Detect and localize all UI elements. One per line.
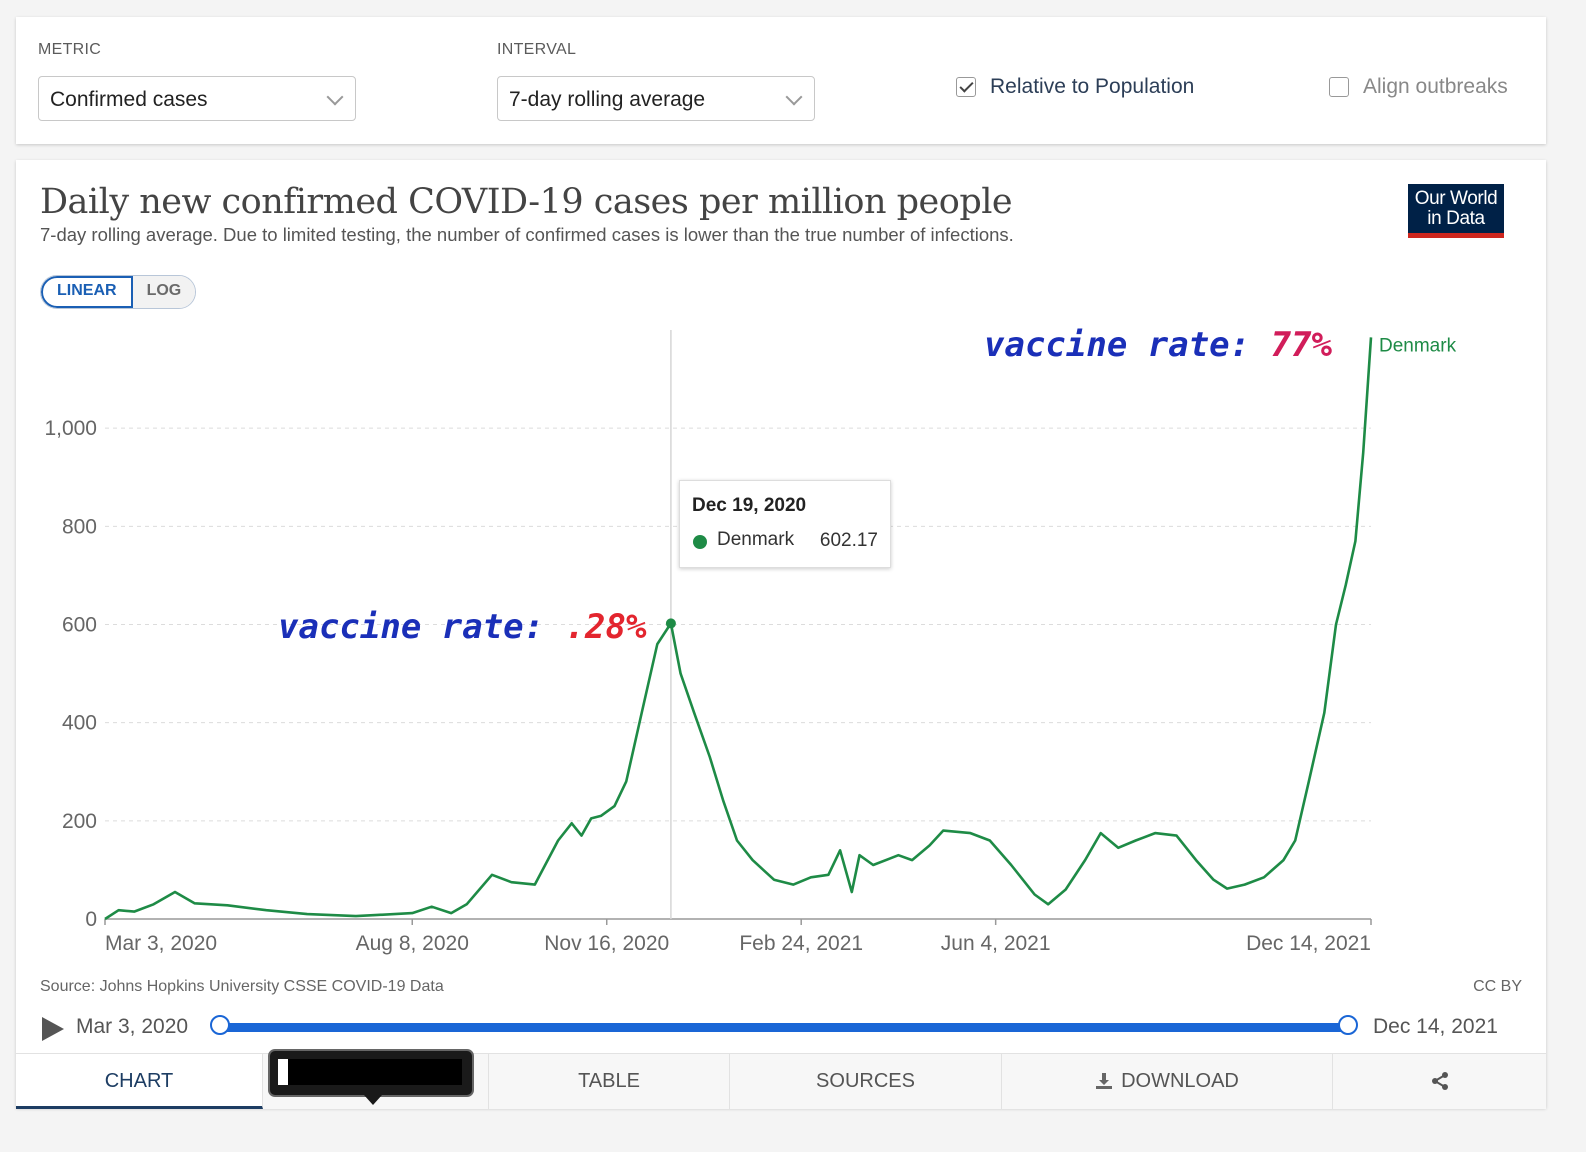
annotation-early-value: .28% (565, 607, 647, 647)
y-tick-label: 800 (62, 515, 97, 538)
source-note: Source: Johns Hopkins University CSSE CO… (40, 978, 444, 995)
tab-download[interactable]: DOWNLOAD (1002, 1054, 1333, 1109)
y-tick-label: 1,000 (44, 417, 97, 440)
timeline-end-handle[interactable] (1338, 1015, 1358, 1035)
overlay-pointer (364, 1095, 382, 1105)
y-tick-label: 600 (62, 614, 97, 637)
interval-select-value: 7-day rolling average (509, 88, 706, 111)
y-tick-label: 0 (85, 908, 97, 931)
checkbox-checked-icon[interactable] (956, 77, 976, 97)
chart-title: Daily new confirmed COVID-19 cases per m… (40, 182, 1013, 222)
log-scale-button[interactable]: LOG (132, 276, 196, 308)
y-tick-label: 200 (62, 810, 97, 833)
annotation-late-vaccine-rate: vaccine rate: 77% (984, 325, 1333, 365)
timeline-slider-track[interactable] (220, 1023, 1348, 1032)
annotation-early-vaccine-rate: vaccine rate: .28% (278, 607, 647, 647)
tooltip-value: 602.17 (819, 530, 878, 551)
x-tick-label: Jun 4, 2021 (941, 932, 1051, 955)
logo-accent-bar (1408, 233, 1504, 238)
series-line-denmark (104, 337, 1373, 921)
series-label-denmark: Denmark (1379, 335, 1457, 356)
axes: 0 200 400 600 800 1,000 Mar 3, 2020 Aug 8, 2020… (44, 417, 1372, 955)
download-label: DOWNLOAD (1121, 1070, 1239, 1092)
timeline-start-handle[interactable] (210, 1015, 230, 1035)
annotation-late-prefix: vaccine rate: (984, 325, 1271, 365)
x-tick-label: Nov 16, 2020 (544, 932, 669, 955)
logo-line-2: in Data (1427, 208, 1485, 229)
interval-label: INTERVAL (497, 41, 577, 58)
chart-subtitle: 7-day rolling average. Due to limited te… (40, 224, 1014, 245)
align-outbreaks-label: Align outbreaks (1363, 75, 1508, 98)
chart-tabs: CHART TABLE SOURCES DOWNLOAD (16, 1053, 1546, 1109)
timeline-start-date: Mar 3, 2020 (76, 1015, 189, 1038)
linear-scale-button[interactable]: LINEAR (41, 276, 133, 308)
metric-label: METRIC (38, 41, 102, 58)
logo-line-1: Our World (1414, 188, 1498, 209)
play-icon[interactable] (42, 1017, 64, 1041)
x-tick-label: Mar 3, 2020 (105, 932, 217, 955)
checkbox-unchecked-icon[interactable] (1329, 77, 1349, 97)
redaction-box (278, 1059, 462, 1085)
tooltip-country: Denmark (717, 529, 795, 550)
tab-share[interactable] (1333, 1054, 1546, 1109)
data-tooltip: Dec 19, 2020 Denmark 602.17 (679, 480, 891, 568)
x-tick-label: Dec 14, 2021 (1246, 932, 1371, 955)
tab-chart[interactable]: CHART (16, 1054, 263, 1109)
metric-select[interactable]: Confirmed cases (38, 76, 356, 121)
x-tick-label: Aug 8, 2020 (356, 932, 469, 955)
tooltip-date: Dec 19, 2020 (692, 495, 807, 516)
timeline-end-date: Dec 14, 2021 (1373, 1015, 1498, 1038)
tab-table[interactable]: TABLE (489, 1054, 730, 1109)
chevron-down-icon (326, 88, 344, 106)
license-link[interactable]: CC BY (1473, 978, 1522, 995)
our-world-in-data-logo[interactable]: Our World in Data (1408, 184, 1504, 238)
y-tick-label: 400 (62, 712, 97, 735)
relative-to-population-label: Relative to Population (990, 75, 1195, 98)
interval-select[interactable]: 7-day rolling average (497, 76, 815, 121)
hover-point (665, 618, 676, 629)
tab-sources[interactable]: SOURCES (730, 1054, 1002, 1109)
redacted-tab-overlay (268, 1049, 474, 1105)
x-tick-label: Feb 24, 2021 (739, 932, 863, 955)
chart-controls: METRIC Confirmed cases INTERVAL 7-day ro… (16, 17, 1546, 144)
scale-toggle: LINEAR LOG (40, 275, 197, 309)
share-icon (1431, 1072, 1448, 1090)
metric-select-value: Confirmed cases (50, 88, 208, 111)
annotation-late-value: 77% (1271, 325, 1333, 365)
series-color-dot-icon (693, 535, 707, 549)
download-icon (1096, 1073, 1113, 1089)
annotation-early-prefix: vaccine rate: (278, 607, 565, 647)
line-chart: 0 200 400 600 800 1,000 Mar 3, 2020 Aug 8, 2020… (44, 325, 1457, 955)
chart-panel: Daily new confirmed COVID-19 cases per m… (16, 160, 1546, 1109)
chevron-down-icon (785, 88, 803, 106)
